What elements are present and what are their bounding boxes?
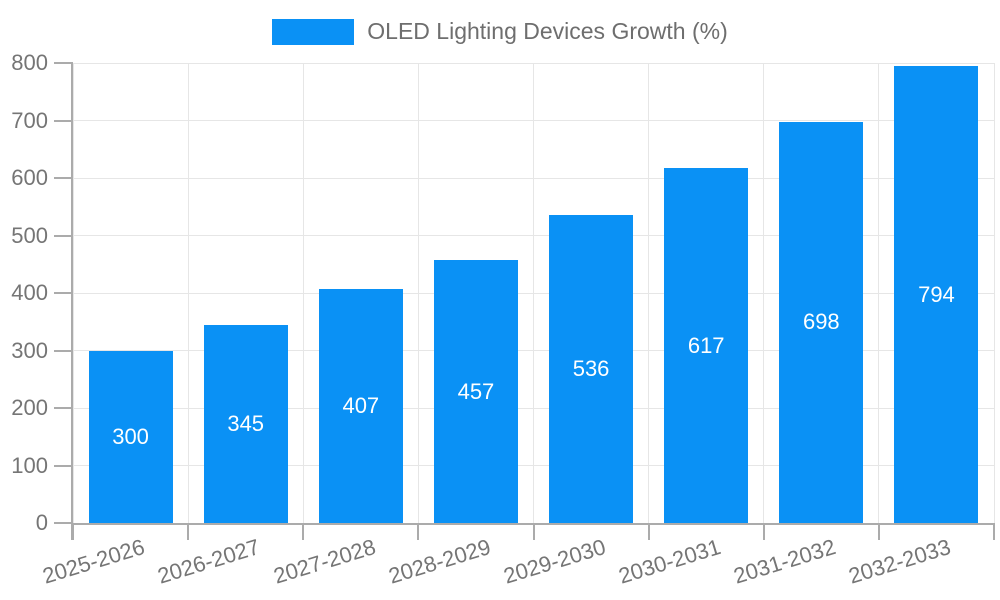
y-tick <box>54 407 73 409</box>
bar[interactable] <box>318 288 403 523</box>
bar-value-label: 345 <box>227 410 265 436</box>
x-tick <box>72 523 74 540</box>
x-gridline <box>763 63 765 523</box>
bar-value-label: 457 <box>457 378 495 404</box>
bar[interactable] <box>203 324 288 523</box>
x-gridline <box>993 63 995 523</box>
bar[interactable] <box>433 260 518 523</box>
x-gridline <box>417 63 419 523</box>
x-tick-label: 2031-2032 <box>730 534 839 589</box>
y-tick-label: 800 <box>11 50 48 75</box>
bar-value-label: 617 <box>687 332 725 358</box>
x-tick <box>647 523 650 540</box>
y-tick-label: 700 <box>11 107 48 133</box>
x-tick <box>417 523 420 540</box>
x-tick <box>762 523 765 540</box>
y-tick <box>54 522 73 524</box>
legend-swatch <box>272 18 355 45</box>
y-tick-label: 0 <box>35 510 48 535</box>
x-gridline <box>648 63 650 523</box>
bar-value-label: 536 <box>572 355 610 381</box>
y-tick <box>54 292 73 294</box>
x-tick-label: 2025-2026 <box>39 534 148 589</box>
bar[interactable] <box>779 121 864 523</box>
y-tick <box>54 177 73 179</box>
y-tick <box>54 62 73 64</box>
y-tick-label: 400 <box>11 280 48 305</box>
x-tick <box>532 523 535 540</box>
x-tick-label: 2032-2033 <box>845 534 954 589</box>
x-gridline <box>878 63 880 523</box>
legend-label: OLED Lighting Devices Growth (%) <box>367 18 728 44</box>
legend[interactable]: OLED Lighting Devices Growth (%) <box>0 18 1000 45</box>
bar[interactable] <box>894 66 979 523</box>
x-tick-label: 2026-2027 <box>155 534 263 589</box>
x-gridline <box>72 63 74 523</box>
x-tick <box>993 523 995 540</box>
y-tick <box>54 234 73 237</box>
x-gridline <box>302 63 304 523</box>
x-tick-label: 2029-2030 <box>500 534 609 589</box>
x-gridline <box>187 63 189 523</box>
x-tick-label: 2030-2031 <box>615 534 724 589</box>
y-tick-label: 300 <box>11 337 48 363</box>
x-tick-label: 2027-2028 <box>270 534 379 589</box>
bar-value-label: 300 <box>112 423 149 449</box>
y-tick <box>54 119 73 122</box>
y-tick <box>54 464 73 467</box>
y-tick-label: 200 <box>11 395 48 420</box>
x-tick <box>187 523 190 540</box>
bar-value-label: 794 <box>918 281 955 307</box>
y-tick-label: 100 <box>11 452 48 478</box>
bar-value-label: 698 <box>802 309 840 335</box>
y-tick <box>54 349 73 352</box>
y-tick-label: 600 <box>11 165 48 190</box>
x-axis-line <box>71 523 995 525</box>
x-tick-label: 2028-2029 <box>385 534 494 589</box>
x-tick <box>302 523 305 540</box>
y-tick-label: 500 <box>11 222 48 248</box>
bar[interactable] <box>549 214 634 523</box>
bar-value-label: 407 <box>342 392 380 418</box>
x-gridline <box>533 63 534 523</box>
bar[interactable] <box>88 350 173 523</box>
bar[interactable] <box>664 168 749 523</box>
x-tick <box>877 523 880 540</box>
y-axis-line <box>71 63 73 540</box>
